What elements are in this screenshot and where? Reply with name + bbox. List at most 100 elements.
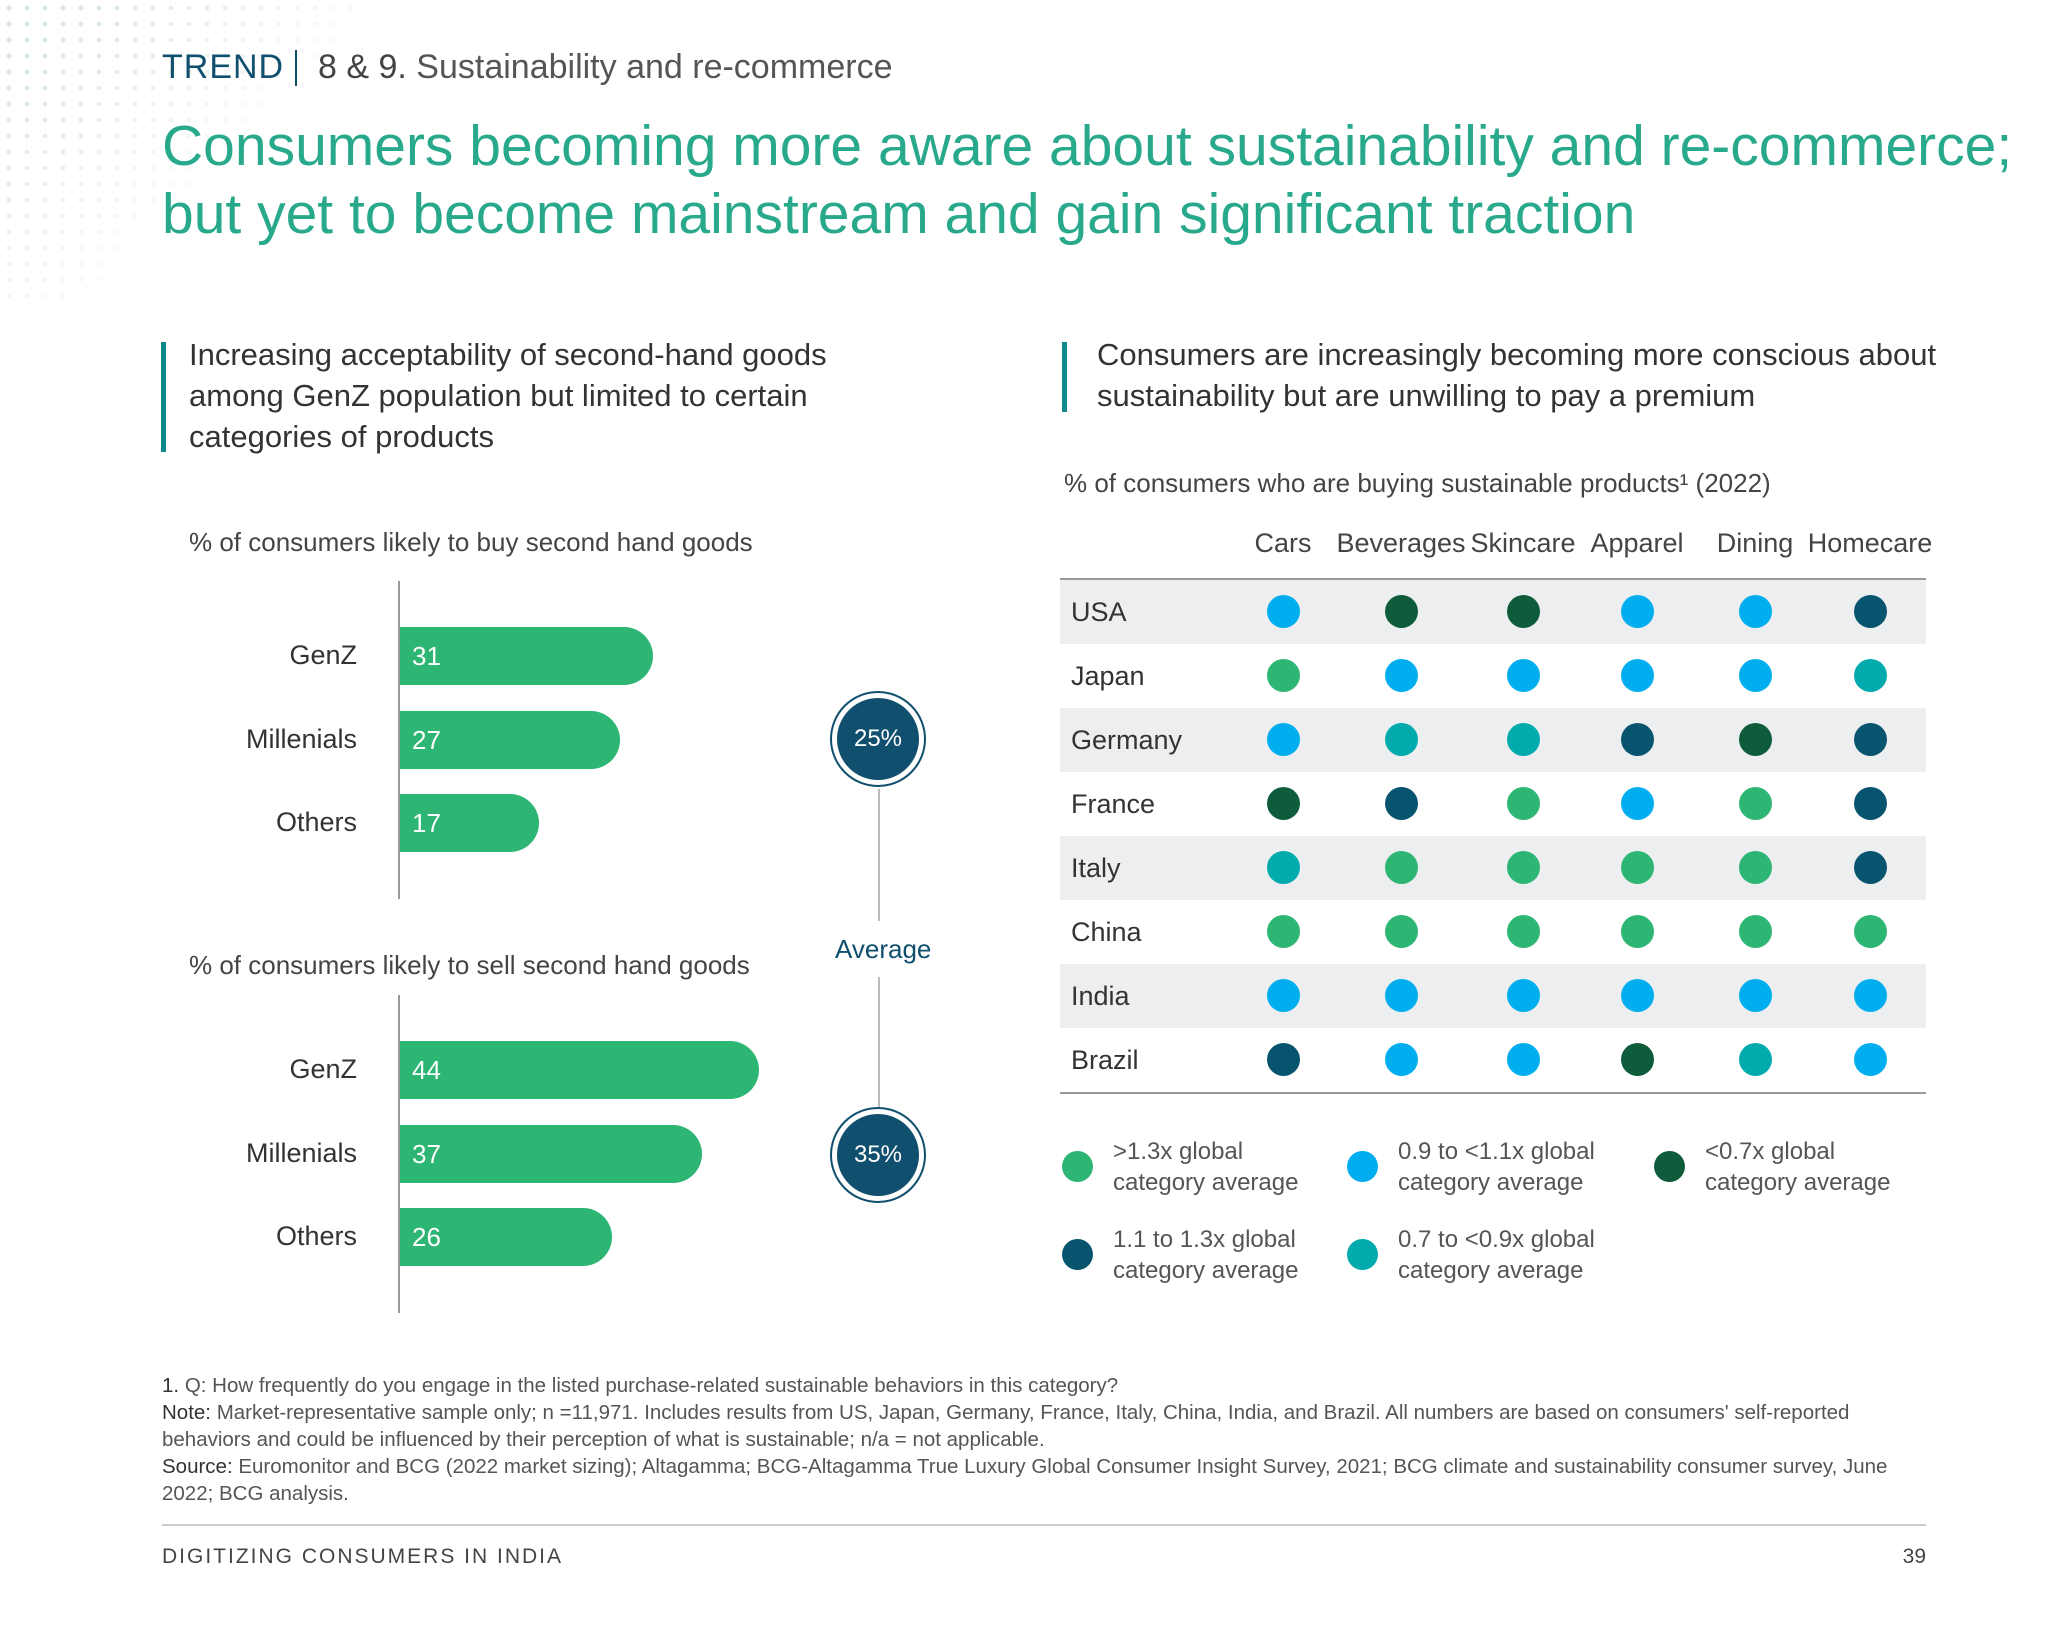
level-dot <box>1621 979 1654 1012</box>
level-dot <box>1621 723 1654 756</box>
footnote-1: 1. Q: How frequently do you engage in th… <box>162 1372 1942 1399</box>
subtitle-accent-bar <box>161 342 166 452</box>
legend-label: <0.7x global category average <box>1705 1138 1891 1196</box>
level-dot <box>1507 979 1540 1012</box>
footnote-1-label: 1. <box>162 1374 180 1397</box>
level-dot <box>1267 723 1300 756</box>
table-row: Japan <box>1060 644 1926 708</box>
country-label: France <box>1071 789 1156 819</box>
level-dot <box>1621 1043 1654 1076</box>
level-dot <box>1267 1043 1300 1076</box>
table-bottom-rule <box>1060 1092 1926 1094</box>
level-dot <box>1267 595 1300 628</box>
buy-bar: 31 <box>400 627 653 685</box>
sell-category-label: GenZ <box>289 1054 357 1084</box>
country-label: Japan <box>1071 661 1145 691</box>
level-dot <box>1507 851 1540 884</box>
level-dot <box>1621 851 1654 884</box>
level-dot <box>1267 659 1300 692</box>
legend-label: 0.9 to <1.1x global category average <box>1398 1138 1595 1196</box>
level-dot <box>1621 595 1654 628</box>
legend-dot <box>1347 1151 1378 1182</box>
right-subtitle: Consumers are increasingly becoming more… <box>1097 337 1937 413</box>
section-label: TREND <box>162 48 285 86</box>
level-dot <box>1385 723 1418 756</box>
left-subtitle: Increasing acceptability of second-hand … <box>189 337 827 454</box>
level-dot <box>1621 787 1654 820</box>
buy-category-label: Millenials <box>245 723 357 754</box>
footer-rule <box>162 1524 1926 1526</box>
sell-axis <box>398 995 400 1313</box>
level-dot <box>1854 659 1887 692</box>
country-label: China <box>1071 917 1142 947</box>
level-dot <box>1385 979 1418 1012</box>
section-number: 8 & 9. <box>318 48 407 86</box>
source: Source: Euromonitor and BCG (2022 market… <box>162 1453 1942 1507</box>
country-label: Italy <box>1071 853 1121 883</box>
country-label: Brazil <box>1071 1045 1139 1075</box>
level-dot <box>1854 851 1887 884</box>
section-topic-text: Sustainability and re-commerce <box>416 48 893 86</box>
column-header: Cars <box>1254 528 1312 558</box>
buy-axis <box>398 581 400 899</box>
footnote-1-text: Q: How frequently do you engage in the l… <box>184 1374 1119 1397</box>
legend-label: 0.7 to <0.9x global category average <box>1398 1226 1595 1284</box>
level-dot <box>1854 723 1887 756</box>
legend-dot <box>1347 1239 1378 1270</box>
page-number: 39 <box>1902 1545 1926 1568</box>
sustainable-chart-label: % of consumers who are buying sustainabl… <box>1064 468 1771 498</box>
level-dot <box>1854 595 1887 628</box>
column-header: Skincare <box>1470 528 1576 558</box>
country-label: India <box>1071 981 1130 1011</box>
country-label: USA <box>1071 597 1127 627</box>
level-dot <box>1507 659 1540 692</box>
decorative-dot-pattern <box>0 0 420 300</box>
level-dot <box>1739 595 1772 628</box>
footer-publication: DIGITIZING CONSUMERS IN INDIA <box>162 1545 564 1568</box>
buy-bar: 17 <box>400 794 539 852</box>
buy-category-label: Others <box>275 807 357 837</box>
buy-category-label: GenZ <box>289 640 357 670</box>
level-dot <box>1739 979 1772 1012</box>
level-dot <box>1621 915 1654 948</box>
sell-category-label: Millenials <box>245 1137 357 1168</box>
table-row: France <box>1060 772 1926 836</box>
sell-average-badge: 35% <box>830 1107 926 1203</box>
source-label: Source: <box>162 1455 233 1478</box>
level-dot <box>1739 787 1772 820</box>
level-dot <box>1854 979 1887 1012</box>
sell-category-label: Others <box>275 1221 357 1251</box>
level-dot <box>1739 723 1772 756</box>
level-dot <box>1385 851 1418 884</box>
column-header: Beverages <box>1336 528 1466 558</box>
buy-bar: 27 <box>400 710 621 769</box>
level-dot <box>1385 787 1418 820</box>
table-row: Italy <box>1060 836 1926 900</box>
source-text: Euromonitor and BCG (2022 market sizing)… <box>162 1455 1888 1505</box>
level-dot <box>1267 851 1300 884</box>
level-dot <box>1854 1043 1887 1076</box>
level-dot <box>1739 659 1772 692</box>
table-row: Germany <box>1060 708 1926 772</box>
sell-bar: 26 <box>400 1208 612 1266</box>
buy-chart-label: % of consumers likely to buy second hand… <box>189 527 753 557</box>
connector-line <box>878 789 880 921</box>
table-top-rule <box>1060 578 1926 580</box>
level-dot <box>1267 915 1300 948</box>
table-row: Brazil <box>1060 1028 1926 1092</box>
legend-label: >1.3x global category average <box>1113 1138 1299 1196</box>
page-title: Consumers becoming more aware about sust… <box>162 114 2013 246</box>
legend-label: 1.1 to 1.3x global category average <box>1113 1226 1299 1284</box>
level-dot <box>1507 723 1540 756</box>
level-dot <box>1739 1043 1772 1076</box>
legend-dot <box>1062 1239 1093 1270</box>
level-dot <box>1854 915 1887 948</box>
footnotes: 1. Q: How frequently do you engage in th… <box>162 1372 1942 1507</box>
level-dot <box>1385 1043 1418 1076</box>
table-row: India <box>1060 964 1926 1028</box>
level-dot <box>1267 979 1300 1012</box>
level-dot <box>1267 787 1300 820</box>
level-dot <box>1385 595 1418 628</box>
level-dot <box>1507 595 1540 628</box>
level-dot <box>1385 659 1418 692</box>
